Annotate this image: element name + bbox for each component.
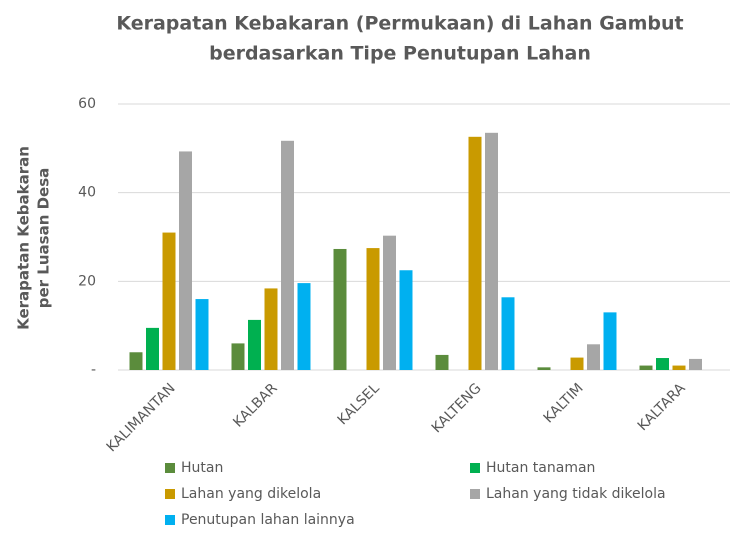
x-tick-label: KALTENG [429, 380, 485, 436]
y-axis-title-line: per Luasan Desa [35, 168, 53, 309]
y-tick-label: - [91, 362, 96, 378]
bar [333, 248, 347, 370]
x-tick-label: KALSEL [335, 380, 383, 428]
legend-label: Hutan [181, 460, 223, 476]
legend-swatch [165, 463, 175, 473]
chart-title: Kerapatan Kebakaran (Permukaan) di Lahan… [116, 13, 683, 35]
bar [231, 343, 245, 370]
bar [264, 288, 278, 370]
bar [195, 299, 209, 370]
legend-swatch [165, 489, 175, 499]
bar [146, 327, 159, 370]
bar [485, 132, 498, 370]
bar [587, 344, 600, 370]
bar [297, 283, 311, 370]
chart-title: berdasarkan Tipe Penutupan Lahan [209, 43, 591, 65]
bar [468, 136, 482, 370]
y-tick-label: 20 [78, 273, 96, 289]
bar [656, 358, 669, 370]
x-tick-label: KALIMANTAN [104, 380, 179, 455]
bar [570, 357, 584, 370]
bar [281, 140, 294, 370]
bar [501, 297, 515, 370]
x-tick-label: KALTIM [541, 380, 587, 426]
legend-label: Penutupan lahan lainnya [181, 512, 355, 528]
bar [162, 232, 176, 370]
legend-swatch [165, 515, 175, 525]
x-tick: KALTARA [635, 380, 689, 434]
bar [639, 365, 653, 370]
y-axis-title-line: Kerapatan Kebakaran [15, 146, 33, 330]
bar [383, 235, 396, 370]
x-tick-label: KALBAR [230, 380, 281, 431]
bar [435, 354, 449, 370]
legend-label: Lahan yang tidak dikelola [486, 486, 666, 502]
x-tick: KALTIM [541, 380, 587, 426]
bar [399, 270, 413, 370]
bar [248, 319, 261, 370]
bar [689, 358, 702, 370]
bar [366, 248, 380, 370]
y-tick-label: 40 [78, 185, 96, 201]
x-tick: KALIMANTAN [104, 380, 179, 455]
legend-label: Hutan tanaman [486, 460, 595, 476]
bar [129, 352, 143, 370]
x-tick: KALTENG [429, 380, 485, 436]
bar [672, 365, 686, 370]
legend-swatch [470, 489, 480, 499]
y-axis-title: Kerapatan Kebakaran per Luasan Desa [15, 146, 53, 330]
x-tick: KALSEL [335, 380, 383, 428]
y-tick-label: 60 [78, 96, 96, 112]
bar [537, 367, 551, 370]
bar [179, 151, 192, 370]
legend-swatch [470, 463, 480, 473]
legend-label: Lahan yang dikelola [181, 486, 321, 502]
bar [603, 312, 617, 370]
x-tick: KALBAR [230, 380, 281, 431]
x-tick-label: KALTARA [635, 380, 689, 434]
